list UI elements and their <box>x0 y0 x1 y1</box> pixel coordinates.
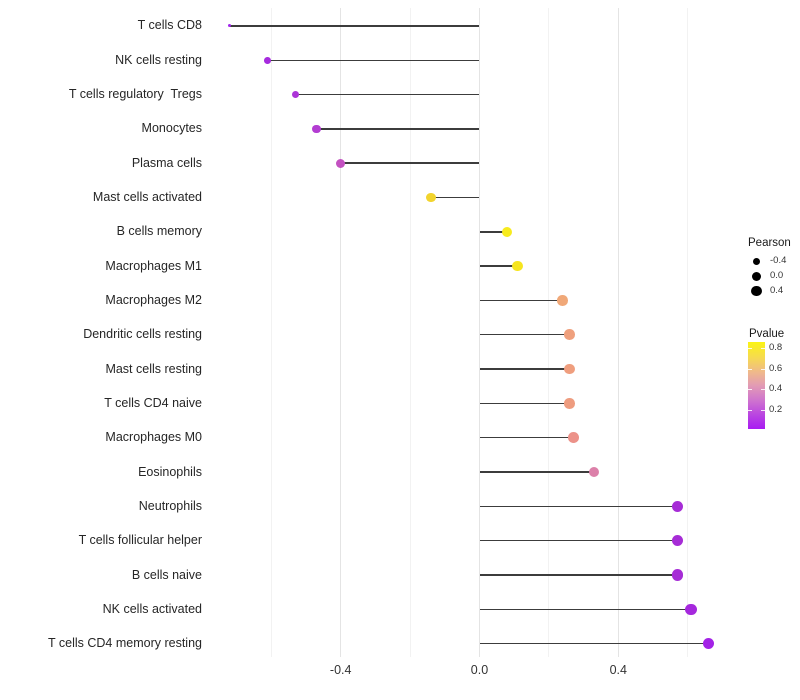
gridline-minor <box>548 8 550 657</box>
y-axis-label: Macrophages M2 <box>105 292 202 307</box>
legend-size-label: 0.4 <box>770 285 784 297</box>
lollipop-dot <box>291 90 300 99</box>
x-tick-label: -0.4 <box>329 663 352 677</box>
y-axis-label: Plasma cells <box>131 155 202 170</box>
y-axis-label: NK cells activated <box>102 601 202 616</box>
lollipop-stem <box>479 608 692 611</box>
gridline-minor <box>687 8 689 657</box>
lollipop-stem <box>479 505 678 508</box>
colorbar-tick-mark <box>761 389 765 391</box>
lollipop-dot <box>426 192 436 203</box>
y-axis-label: Dendritic cells resting <box>83 327 202 342</box>
colorbar-tick-mark <box>748 368 752 370</box>
lollipop-dot <box>588 466 600 478</box>
lollipop-stem <box>479 574 678 576</box>
legend-size-label: -0.4 <box>770 255 787 267</box>
y-axis-label: NK cells resting <box>115 52 202 67</box>
colorbar-tick-mark <box>748 409 752 411</box>
legend-size-dot <box>751 286 762 297</box>
y-axis-label: Mast cells activated <box>92 190 202 204</box>
lollipop-dot <box>502 226 513 237</box>
pvalue-tick-label: 0.4 <box>769 383 783 395</box>
legend-size-label: 0.0 <box>770 270 784 282</box>
lollipop-stem <box>295 93 480 96</box>
lollipop-stem <box>479 368 570 370</box>
colorbar-tick-mark <box>761 368 765 370</box>
pvalue-tick-label: 0.8 <box>769 342 783 354</box>
colorbar-tick-mark <box>761 348 765 350</box>
lollipop-stem <box>229 25 480 27</box>
x-tick-label: 0.4 <box>609 663 627 677</box>
lollipop-dot <box>336 158 346 168</box>
gridline-minor <box>270 8 272 657</box>
lollipop-dot <box>671 500 683 512</box>
lollipop-stem <box>316 128 480 130</box>
gridline-major <box>340 8 342 657</box>
colorbar-tick-mark <box>761 409 765 411</box>
y-axis-label: T cells follicular helper <box>78 533 202 548</box>
lollipop-stem <box>479 437 574 439</box>
gridline-major <box>479 8 480 657</box>
legend-size-dot <box>752 257 761 265</box>
lollipop-stem <box>479 231 508 233</box>
lollipop-stem <box>479 540 678 542</box>
y-axis-label: Mast cells resting <box>105 361 202 376</box>
y-axis-label: Macrophages M1 <box>105 258 202 273</box>
pvalue-tick-label: 0.2 <box>769 403 783 415</box>
y-axis-label: Monocytes <box>141 121 202 136</box>
lollipop-stem <box>267 59 480 61</box>
lollipop-dot <box>702 637 715 650</box>
legend-size-dot <box>752 271 761 281</box>
y-axis-label: Macrophages M0 <box>105 430 202 445</box>
y-axis-label: B cells naive <box>131 567 202 582</box>
lollipop-stem <box>479 402 570 405</box>
lollipop-stem <box>479 471 594 473</box>
y-axis-label: T cells CD4 memory resting <box>48 636 202 651</box>
lollipop-dot <box>564 398 575 409</box>
lollipop-stem <box>479 334 570 336</box>
gridline-major <box>617 8 619 657</box>
lollipop-dot <box>312 124 321 134</box>
y-axis-label: Eosinophils <box>138 464 202 479</box>
pvalue-colorbar <box>748 342 765 429</box>
lollipop-stem <box>479 642 709 645</box>
y-axis-label: B cells memory <box>116 224 202 239</box>
lollipop-dot <box>228 24 232 28</box>
lollipop-dot <box>671 535 683 547</box>
legend-title-pvalue: Pvalue <box>749 328 785 340</box>
lollipop-dot <box>567 432 579 444</box>
lollipop-dot <box>512 260 523 272</box>
lollipop-dot <box>557 295 569 306</box>
colorbar-tick-mark <box>748 348 752 350</box>
lollipop-stem <box>340 162 480 164</box>
x-tick-label: 0.0 <box>470 663 489 677</box>
y-axis-label: T cells regulatory Tregs <box>68 87 202 102</box>
gridline-minor <box>409 8 411 657</box>
y-axis-label: T cells CD4 naive <box>104 395 202 410</box>
lollipop-stem <box>430 196 480 199</box>
pvalue-tick-label: 0.6 <box>769 362 783 374</box>
lollipop-dot <box>564 363 575 375</box>
lollipop-dot <box>671 569 683 581</box>
y-axis-label: Neutrophils <box>138 498 202 513</box>
lollipop-stem <box>479 265 518 267</box>
colorbar-tick-mark <box>748 389 752 391</box>
lollipop-dot <box>564 329 575 341</box>
lollipop-dot <box>685 603 697 616</box>
legend-title-pearson: Pearson <box>748 237 791 249</box>
y-axis-label: T cells CD8 <box>137 18 202 33</box>
lollipop-stem <box>479 299 563 302</box>
lollipop-dot <box>264 56 272 64</box>
